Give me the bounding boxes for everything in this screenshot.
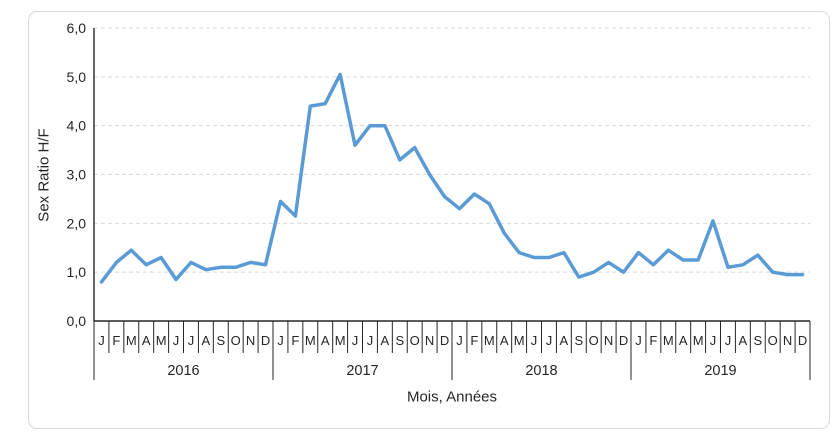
month-label: J: [710, 333, 717, 348]
y-tick-label: 6,0: [67, 20, 87, 36]
y-tick-label: 2,0: [67, 215, 87, 231]
x-axis-title: Mois, Années: [406, 388, 498, 406]
chart-frame: [28, 11, 830, 429]
y-tick-label: 1,0: [67, 264, 87, 280]
month-label: A: [381, 333, 390, 348]
month-label: J: [367, 333, 374, 348]
month-label: A: [321, 333, 330, 348]
month-label: S: [216, 333, 225, 348]
month-label: M: [484, 333, 495, 348]
month-label: O: [410, 333, 420, 348]
month-label: S: [395, 333, 404, 348]
month-label: D: [798, 333, 807, 348]
month-label: O: [231, 333, 241, 348]
month-label: A: [560, 333, 569, 348]
y-tick-label: 4,0: [67, 118, 87, 134]
month-label: S: [753, 333, 762, 348]
year-label: 2017: [346, 363, 378, 379]
month-label: D: [619, 333, 628, 348]
y-tick-label: 0,0: [67, 313, 87, 329]
month-label: J: [277, 333, 284, 348]
month-label: M: [156, 333, 167, 348]
year-label: 2018: [525, 363, 557, 379]
month-label: M: [693, 333, 704, 348]
month-label: J: [546, 333, 553, 348]
month-label: F: [470, 333, 478, 348]
year-label: 2016: [167, 363, 199, 379]
month-label: A: [739, 333, 748, 348]
month-label: J: [456, 333, 463, 348]
month-label: D: [261, 333, 270, 348]
month-label: J: [635, 333, 642, 348]
month-label: J: [173, 333, 180, 348]
month-label: A: [679, 333, 688, 348]
month-label: A: [142, 333, 151, 348]
year-label: 2019: [704, 363, 736, 379]
month-label: D: [440, 333, 449, 348]
month-label: J: [531, 333, 538, 348]
month-label: J: [98, 333, 105, 348]
month-label: J: [188, 333, 195, 348]
month-label: F: [112, 333, 120, 348]
month-label: N: [604, 333, 613, 348]
month-label: M: [305, 333, 316, 348]
month-label: M: [514, 333, 525, 348]
month-label: O: [589, 333, 599, 348]
month-label: M: [126, 333, 137, 348]
month-label: F: [291, 333, 299, 348]
month-label: O: [768, 333, 778, 348]
y-tick-label: 3,0: [67, 167, 87, 183]
month-label: M: [663, 333, 674, 348]
month-label: J: [725, 333, 732, 348]
month-label: M: [335, 333, 346, 348]
month-label: S: [574, 333, 583, 348]
month-label: F: [649, 333, 657, 348]
month-label: A: [202, 333, 211, 348]
month-label: J: [352, 333, 359, 348]
month-label: A: [500, 333, 509, 348]
y-axis-title: Sex Ratio H/F: [35, 128, 53, 222]
month-label: N: [246, 333, 255, 348]
data-line: [99, 72, 805, 284]
y-tick-label: 5,0: [67, 69, 87, 85]
month-label: N: [783, 333, 792, 348]
month-label: N: [425, 333, 434, 348]
